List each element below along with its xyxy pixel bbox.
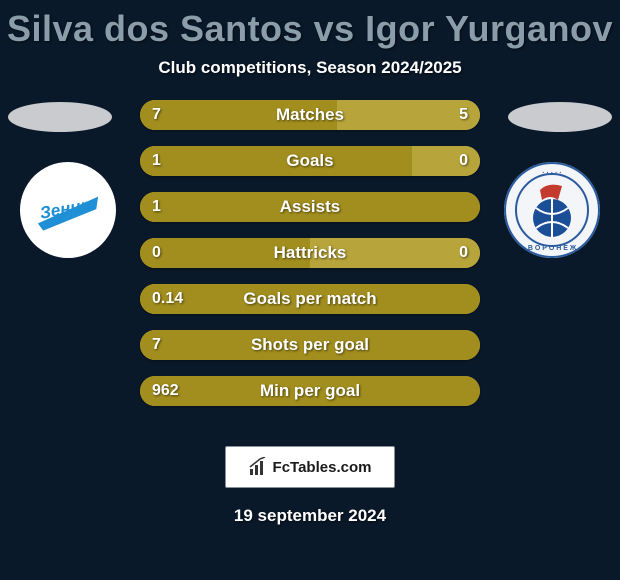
stat-label: Goals per match: [140, 284, 480, 314]
source-text: FcTables.com: [273, 459, 372, 476]
stat-value-left: 0: [152, 238, 161, 268]
stat-label: Shots per goal: [140, 330, 480, 360]
stat-label: Matches: [140, 100, 480, 130]
player-silhouette-right: [508, 102, 612, 132]
club-logo-left: Зенит: [18, 160, 118, 260]
stat-value-left: 1: [152, 192, 161, 222]
svg-text:· · · · ·: · · · · ·: [542, 170, 561, 177]
svg-text:В О Р О Н Е Ж: В О Р О Н Е Ж: [528, 245, 577, 252]
comparison-card: Silva dos Santos vs Igor Yurganov Club c…: [0, 8, 620, 580]
page-title: Silva dos Santos vs Igor Yurganov: [0, 8, 620, 50]
stat-value-left: 1: [152, 146, 161, 176]
stat-label: Min per goal: [140, 376, 480, 406]
stat-label: Assists: [140, 192, 480, 222]
stat-value-left: 962: [152, 376, 179, 406]
stat-row: Matches7 5: [140, 100, 480, 130]
club-logo-right: · · · · · В О Р О Н Е Ж: [502, 160, 602, 260]
stat-label: Goals: [140, 146, 480, 176]
comparison-arena: Зенит · · · · · В О Р О Н Е Ж Matche: [0, 100, 620, 440]
footer-date: 19 september 2024: [0, 506, 620, 526]
stat-value-right: 5: [459, 100, 468, 130]
stat-row: Assists1: [140, 192, 480, 222]
stat-value-left: 7: [152, 100, 161, 130]
stat-bars: Matches75Goals10Assists1Hattricks00Goals…: [140, 100, 480, 422]
stat-row: Goals per match0.14: [140, 284, 480, 314]
stat-value-right: 0: [459, 238, 468, 268]
stat-value-left: 7: [152, 330, 161, 360]
stat-row: Hattricks0 0: [140, 238, 480, 268]
page-subtitle: Club competitions, Season 2024/2025: [0, 58, 620, 78]
player-silhouette-left: [8, 102, 112, 132]
stat-row: Min per goal962: [140, 376, 480, 406]
stat-label: Hattricks: [140, 238, 480, 268]
stat-row: Shots per goal7: [140, 330, 480, 360]
source-badge: FcTables.com: [225, 446, 395, 488]
stat-row: Goals1 0: [140, 146, 480, 176]
bar-chart-icon: [249, 457, 269, 477]
stat-value-right: 0: [459, 146, 468, 176]
stat-value-left: 0.14: [152, 284, 183, 314]
